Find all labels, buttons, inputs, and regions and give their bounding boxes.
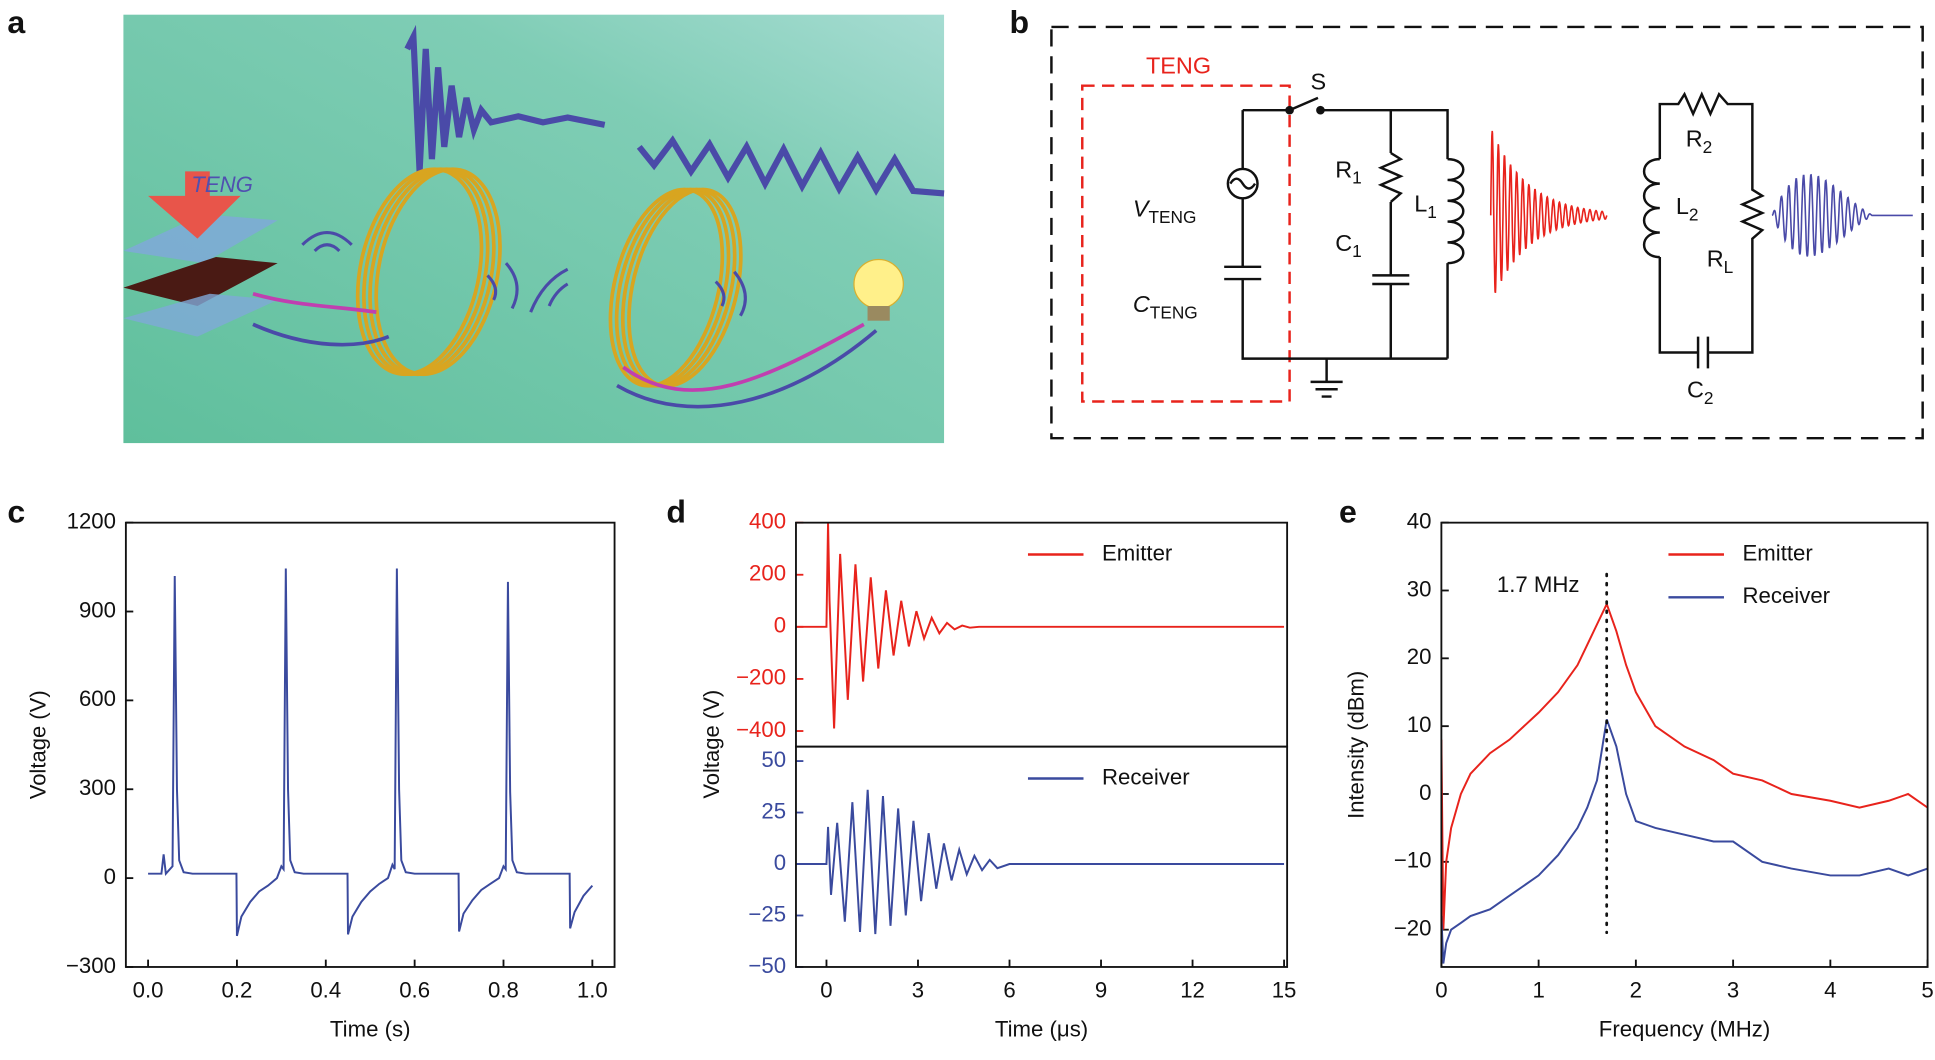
illustration: TENG (123, 14, 945, 444)
y-tick-label: −20 (1394, 916, 1432, 941)
y-tick-label: 900 (79, 597, 116, 622)
x-tick-label: 6 (1003, 977, 1015, 1002)
data-line (1441, 601, 1928, 930)
data-line (795, 522, 1285, 729)
y-tick-label: 20 (1407, 644, 1432, 669)
teng-label: TENG (191, 172, 253, 197)
press-arrow (148, 171, 241, 239)
panel-label: a (7, 4, 25, 40)
panel-label: b (1009, 4, 1029, 40)
y-tick-label: 200 (749, 561, 786, 586)
y-tick-label: −200 (736, 665, 786, 690)
legend-label: Receiver (1742, 583, 1830, 608)
y-axis-label: Voltage (V) (699, 690, 724, 799)
plate (123, 214, 278, 264)
x-tick-label: 1 (1532, 977, 1544, 1002)
x-tick-label: 0.0 (133, 977, 164, 1002)
y-tick-label: 0 (774, 850, 786, 875)
component-label: C1 (1335, 230, 1362, 261)
data-line (1441, 719, 1928, 964)
legend-label: Receiver (1102, 764, 1190, 789)
y-axis-label: Intensity (dBm) (1343, 671, 1368, 819)
x-tick-label: 0 (1435, 977, 1447, 1002)
y-tick-label: 0 (104, 864, 116, 889)
component-label: C2 (1687, 377, 1714, 408)
chart: −50 −25 0 25 50 0 3 6 9 12 15 Time (μs) Receiver (748, 745, 1297, 1042)
legend-label: Emitter (1102, 540, 1172, 565)
plot-frame (1440, 521, 1929, 968)
x-tick-label: 5 (1921, 977, 1933, 1002)
x-axis-label: Time (μs) (995, 1017, 1088, 1042)
chart: −400 −200 0 200 400 Voltage (V) Emitter (699, 509, 1289, 799)
x-tick-label: 3 (1727, 977, 1739, 1002)
plot-frame (124, 521, 616, 968)
chart: −300 0 300 600 900 1200 0.0 0.2 0.4 0.6 0.8 1.0 Time… (25, 509, 616, 1042)
x-tick-label: 0.4 (310, 977, 341, 1002)
y-tick-label: 25 (761, 798, 786, 823)
x-tick-label: 0 (820, 977, 832, 1002)
wave (636, 135, 945, 197)
legend-label: Emitter (1742, 540, 1812, 565)
x-tick-label: 1.0 (577, 977, 608, 1002)
y-axis-label: Voltage (V) (25, 690, 50, 799)
y-tick-label: 40 (1407, 509, 1432, 534)
y-tick-label: −10 (1394, 848, 1432, 873)
data-line (795, 789, 1285, 935)
x-tick-label: 0.8 (488, 977, 519, 1002)
annotation: 1.7 MHz (1497, 572, 1580, 597)
panel-label: d (666, 494, 686, 530)
component-label: R1 (1335, 157, 1362, 188)
y-tick-label: 300 (79, 775, 116, 800)
y-tick-label: −300 (66, 953, 116, 978)
component-label: L2 (1676, 193, 1699, 224)
y-tick-label: 1200 (67, 509, 116, 534)
y-tick-label: 0 (774, 613, 786, 638)
y-tick-label: 400 (749, 509, 786, 534)
y-tick-label: 600 (79, 686, 116, 711)
y-tick-label: 30 (1407, 576, 1432, 601)
plot-frame (795, 521, 1289, 748)
component-label: R2 (1686, 126, 1713, 157)
x-tick-label: 0.2 (222, 977, 253, 1002)
panel-label: e (1339, 494, 1357, 530)
y-tick-label: −50 (748, 953, 786, 978)
data-line (148, 568, 594, 937)
x-tick-label: 9 (1095, 977, 1107, 1002)
y-tick-label: −25 (748, 901, 786, 926)
component-label: CTENG (1133, 291, 1198, 322)
x-axis-label: Frequency (MHz) (1599, 1017, 1770, 1042)
plot-frame (795, 745, 1289, 968)
teng-label: TENG (1146, 53, 1211, 79)
x-tick-label: 4 (1824, 977, 1836, 1002)
y-tick-label: 10 (1407, 712, 1432, 737)
bulb (853, 258, 904, 310)
x-tick-label: 15 (1272, 977, 1297, 1002)
component-label: VTENG (1133, 196, 1197, 227)
plate (123, 257, 278, 307)
x-tick-label: 2 (1630, 977, 1642, 1002)
switch-label: S (1311, 68, 1327, 94)
x-tick-label: 3 (912, 977, 924, 1002)
x-tick-label: 0.6 (399, 977, 430, 1002)
y-tick-label: 50 (761, 747, 786, 772)
y-tick-label: −400 (736, 717, 786, 742)
x-axis-label: Time (s) (330, 1017, 411, 1042)
y-tick-label: 0 (1419, 780, 1431, 805)
circuit (1050, 25, 1924, 440)
chart: −20 −10 0 10 20 30 40 0 1 2 3 4 5 Frequency (MHz) Inte… (1343, 509, 1934, 1042)
x-tick-label: 12 (1180, 977, 1205, 1002)
component-label: RL (1707, 246, 1734, 277)
panel-label: c (7, 494, 25, 530)
wave (404, 24, 606, 172)
plate (123, 293, 278, 337)
component-label: L1 (1414, 191, 1437, 222)
